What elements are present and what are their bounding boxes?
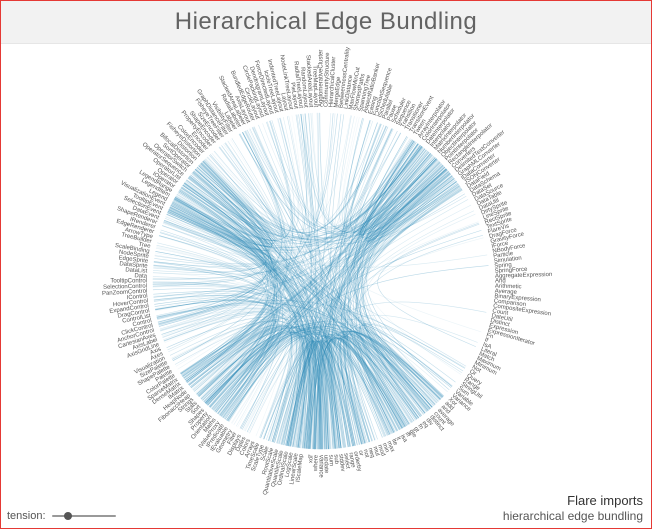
tension-slider[interactable] [52, 512, 116, 520]
slider-track [52, 515, 116, 517]
tension-control: tension: [7, 510, 116, 522]
node-label[interactable]: TooltipControl [110, 279, 147, 285]
node-label[interactable]: TreeMapLayout [311, 65, 318, 107]
tension-label: tension: [7, 510, 46, 522]
app-frame: Hierarchical Edge Bundling Agglomerative… [0, 0, 652, 529]
edge-bundling-chart[interactable]: AgglomerativeClusterCommunityStructureHi… [1, 43, 651, 528]
slider-thumb[interactable] [64, 512, 72, 520]
caption: Flare imports hierarchical edge bundling [503, 493, 643, 524]
caption-line1: Flare imports [503, 493, 643, 509]
title-bar: Hierarchical Edge Bundling [1, 1, 651, 44]
node-label[interactable]: SelectionControl [103, 284, 147, 291]
page-title: Hierarchical Edge Bundling [175, 8, 478, 36]
caption-line2: hierarchical edge bundling [503, 509, 643, 524]
